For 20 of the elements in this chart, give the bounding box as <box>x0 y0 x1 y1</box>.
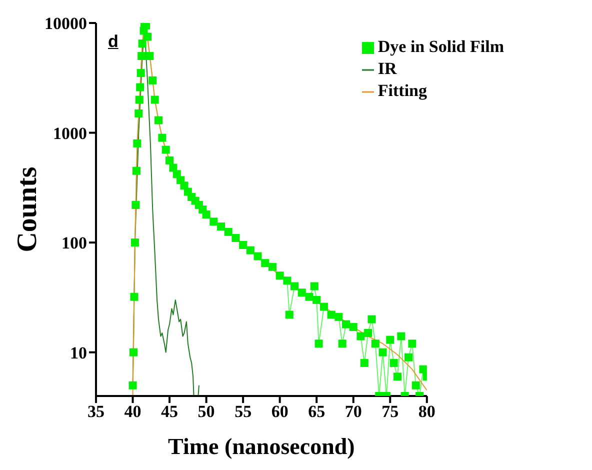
x-tick-label: 55 <box>234 402 252 422</box>
annotation: d <box>108 32 118 52</box>
x-tick-label: 70 <box>344 402 362 422</box>
x-tick-label: 40 <box>124 402 142 422</box>
x-axis-title: Time (nanosecond) <box>168 434 355 459</box>
y-tick-label: 100 <box>62 234 87 253</box>
x-tick-label: 35 <box>88 402 104 422</box>
x-tick-label: 65 <box>308 402 326 422</box>
x-tick-label: 50 <box>198 402 215 422</box>
x-tick-label: 80 <box>418 402 436 422</box>
y-tick-label: 1000 <box>53 124 87 143</box>
x-tick-label: 45 <box>161 402 178 422</box>
x-tick-label: 75 <box>382 402 399 422</box>
y-tick-label: 10000 <box>44 14 87 34</box>
legend-label: Dye in Solid Film <box>378 37 504 56</box>
x-tick-label: 60 <box>271 402 288 422</box>
legend-label: Fitting <box>378 81 427 100</box>
y-axis-title: Counts <box>12 166 43 252</box>
y-tick-label: 10 <box>70 343 87 362</box>
legend-label: IR <box>378 59 397 78</box>
